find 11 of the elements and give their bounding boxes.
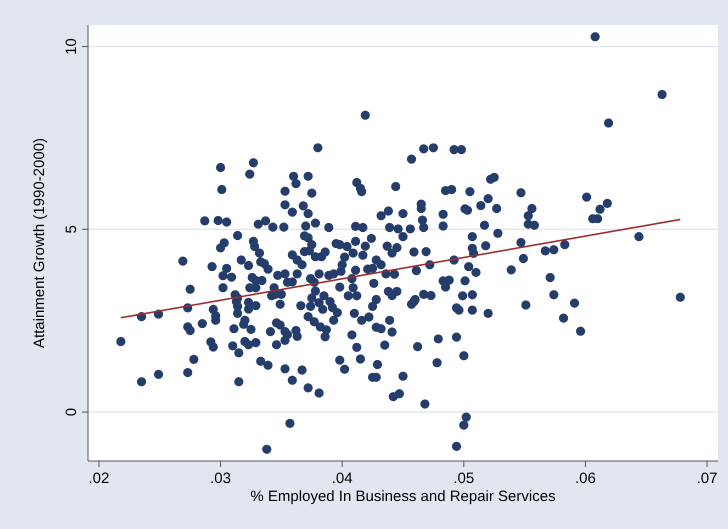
x-tick-label: .03 — [210, 470, 231, 487]
x-tick-label: .04 — [332, 470, 353, 487]
y-tick-label: 5 — [63, 225, 80, 234]
x-tick-label: .05 — [453, 470, 474, 487]
x-tick-label: .06 — [575, 470, 596, 487]
x-tick-label: .07 — [696, 470, 718, 487]
x-tick-label: .02 — [88, 470, 110, 487]
y-tick-label: 10 — [63, 38, 80, 55]
x-axis-title: % Employed In Business and Repair Services — [250, 488, 556, 505]
y-axis-title: Attainment Growth (1990-2000) — [31, 138, 48, 348]
y-tick-label: 0 — [63, 408, 80, 416]
